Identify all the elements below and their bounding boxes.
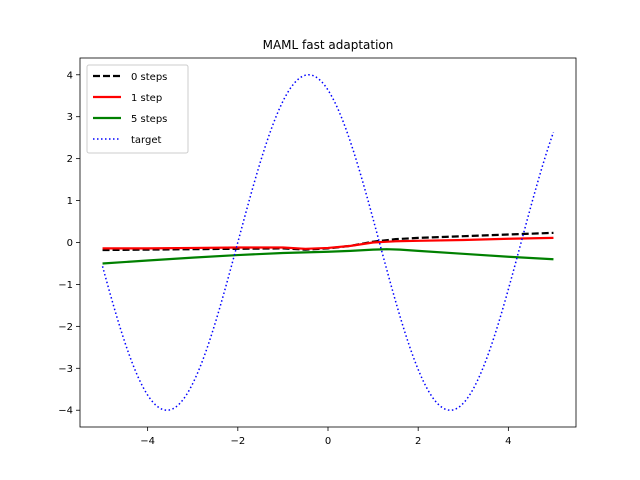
y-tick-label: 0 [67,238,73,249]
legend-box [86,64,189,154]
y-tick-label: 1 [67,196,73,207]
legend-label: 0 steps [131,72,167,83]
x-axis: −4 −2 0 2 4 [140,427,512,447]
series-line-1-step [102,236,554,250]
plot-lines [101,74,555,411]
x-tick-label: 4 [505,436,511,447]
y-tick-label: −3 [58,364,73,375]
y-tick-label: 3 [67,112,73,123]
y-axis: −4 −3 −2 −1 0 1 2 3 4 [58,70,80,417]
y-tick-label: 4 [67,70,73,81]
x-tick-label: −4 [140,436,155,447]
chart-title: MAML fast adaptation [263,38,394,52]
y-tick-label: −4 [58,406,73,417]
legend-label: 1 step [131,93,162,104]
legend-label: 5 steps [131,114,167,125]
x-tick-label: −2 [230,436,245,447]
legend: 0 steps 1 step 5 steps target [86,64,189,154]
x-tick-label: 2 [415,436,421,447]
y-tick-label: 2 [67,154,73,165]
y-tick-label: −2 [58,322,73,333]
legend-label: target [131,135,161,146]
x-tick-label: 0 [325,436,331,447]
y-tick-label: −1 [58,280,73,291]
series-line-5-steps [102,248,554,265]
